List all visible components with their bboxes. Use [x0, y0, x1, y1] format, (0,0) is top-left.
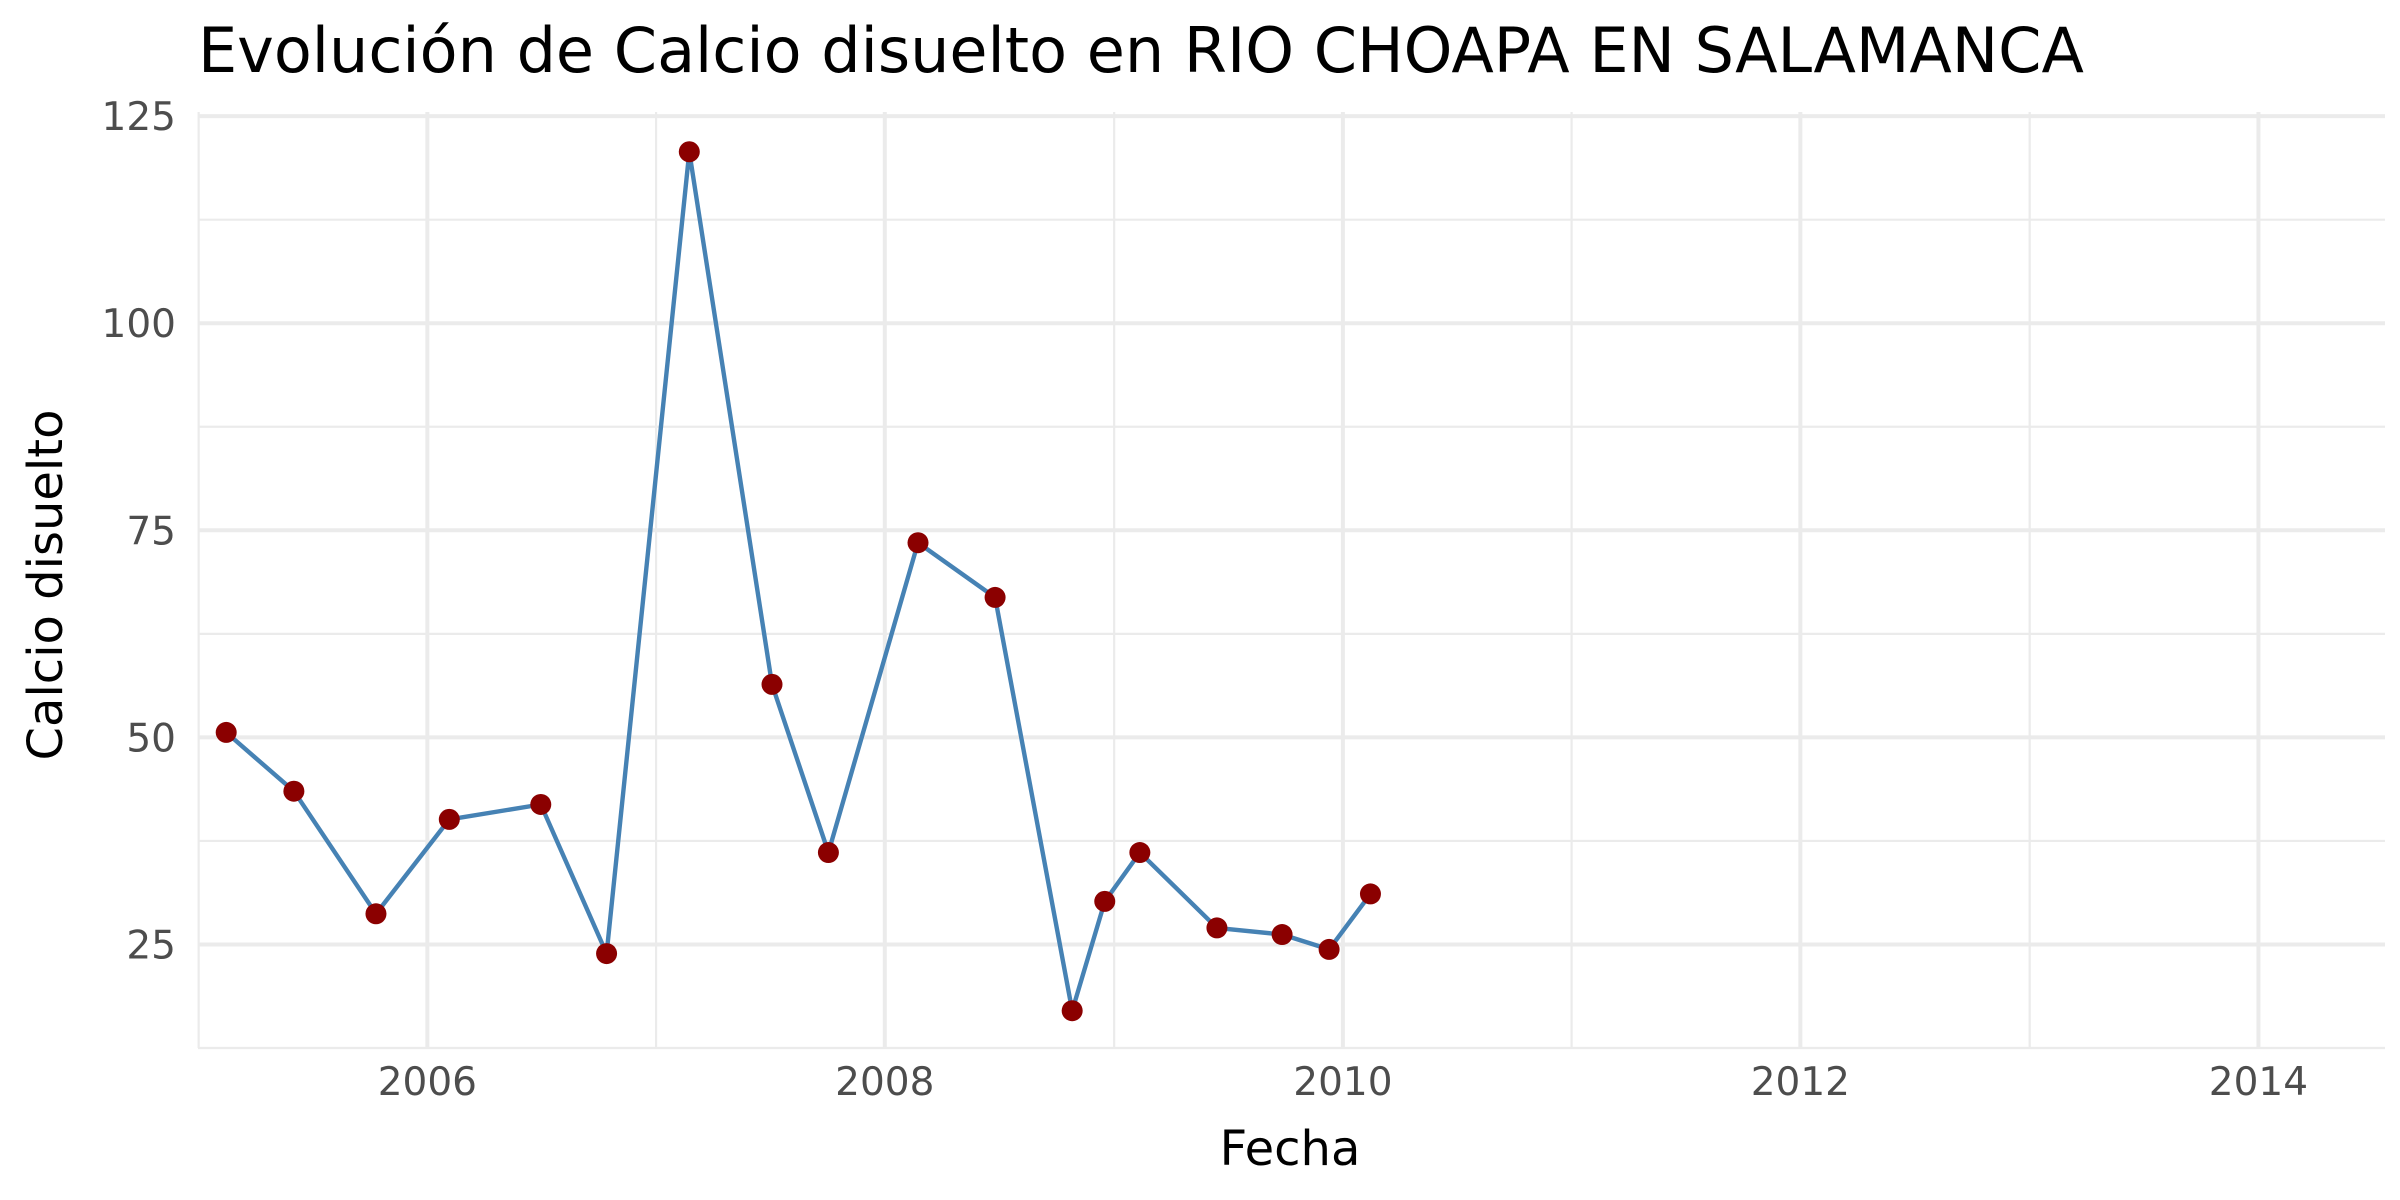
series-line: [224, 149, 1373, 1013]
y-axis-title: Calcio disuelto: [18, 410, 74, 761]
y-tick-label: 75: [126, 509, 176, 554]
series-group: [215, 141, 1381, 1022]
y-axis-tick-labels: 25 50 75 100 125: [102, 95, 176, 968]
data-point: [817, 842, 839, 864]
y-tick-label: 125: [102, 95, 176, 140]
x-tick-label: 2014: [2209, 1060, 2308, 1105]
x-tick-label: 2010: [1293, 1060, 1392, 1105]
x-tick-label: 2012: [1751, 1060, 1850, 1105]
data-point: [596, 943, 618, 965]
x-axis-title: Fecha: [1220, 1121, 1361, 1177]
data-point: [1318, 938, 1340, 960]
data-point: [984, 586, 1006, 608]
data-point: [761, 673, 783, 695]
data-point: [1359, 883, 1381, 905]
data-point: [907, 532, 929, 554]
chart-title: Evolución de Calcio disuelto en RIO CHOA…: [198, 14, 2084, 87]
y-tick-label: 25: [126, 923, 176, 968]
data-point: [438, 808, 460, 830]
x-axis-tick-labels: 2006 2008 2010 2012 2014: [378, 1060, 2308, 1105]
y-tick-label: 100: [102, 302, 176, 347]
data-point: [1094, 890, 1116, 912]
data-point: [678, 141, 700, 163]
x-tick-label: 2006: [378, 1060, 477, 1105]
data-point: [1206, 917, 1228, 939]
data-point: [1061, 1000, 1083, 1022]
data-point: [283, 780, 305, 802]
x-tick-label: 2008: [835, 1060, 934, 1105]
data-point: [1129, 842, 1151, 864]
y-tick-label: 50: [126, 716, 176, 761]
data-point: [1271, 924, 1293, 946]
plot-gridlines: [197, 112, 2385, 1050]
data-point: [530, 793, 552, 815]
data-point: [365, 903, 387, 925]
data-point: [215, 721, 237, 743]
